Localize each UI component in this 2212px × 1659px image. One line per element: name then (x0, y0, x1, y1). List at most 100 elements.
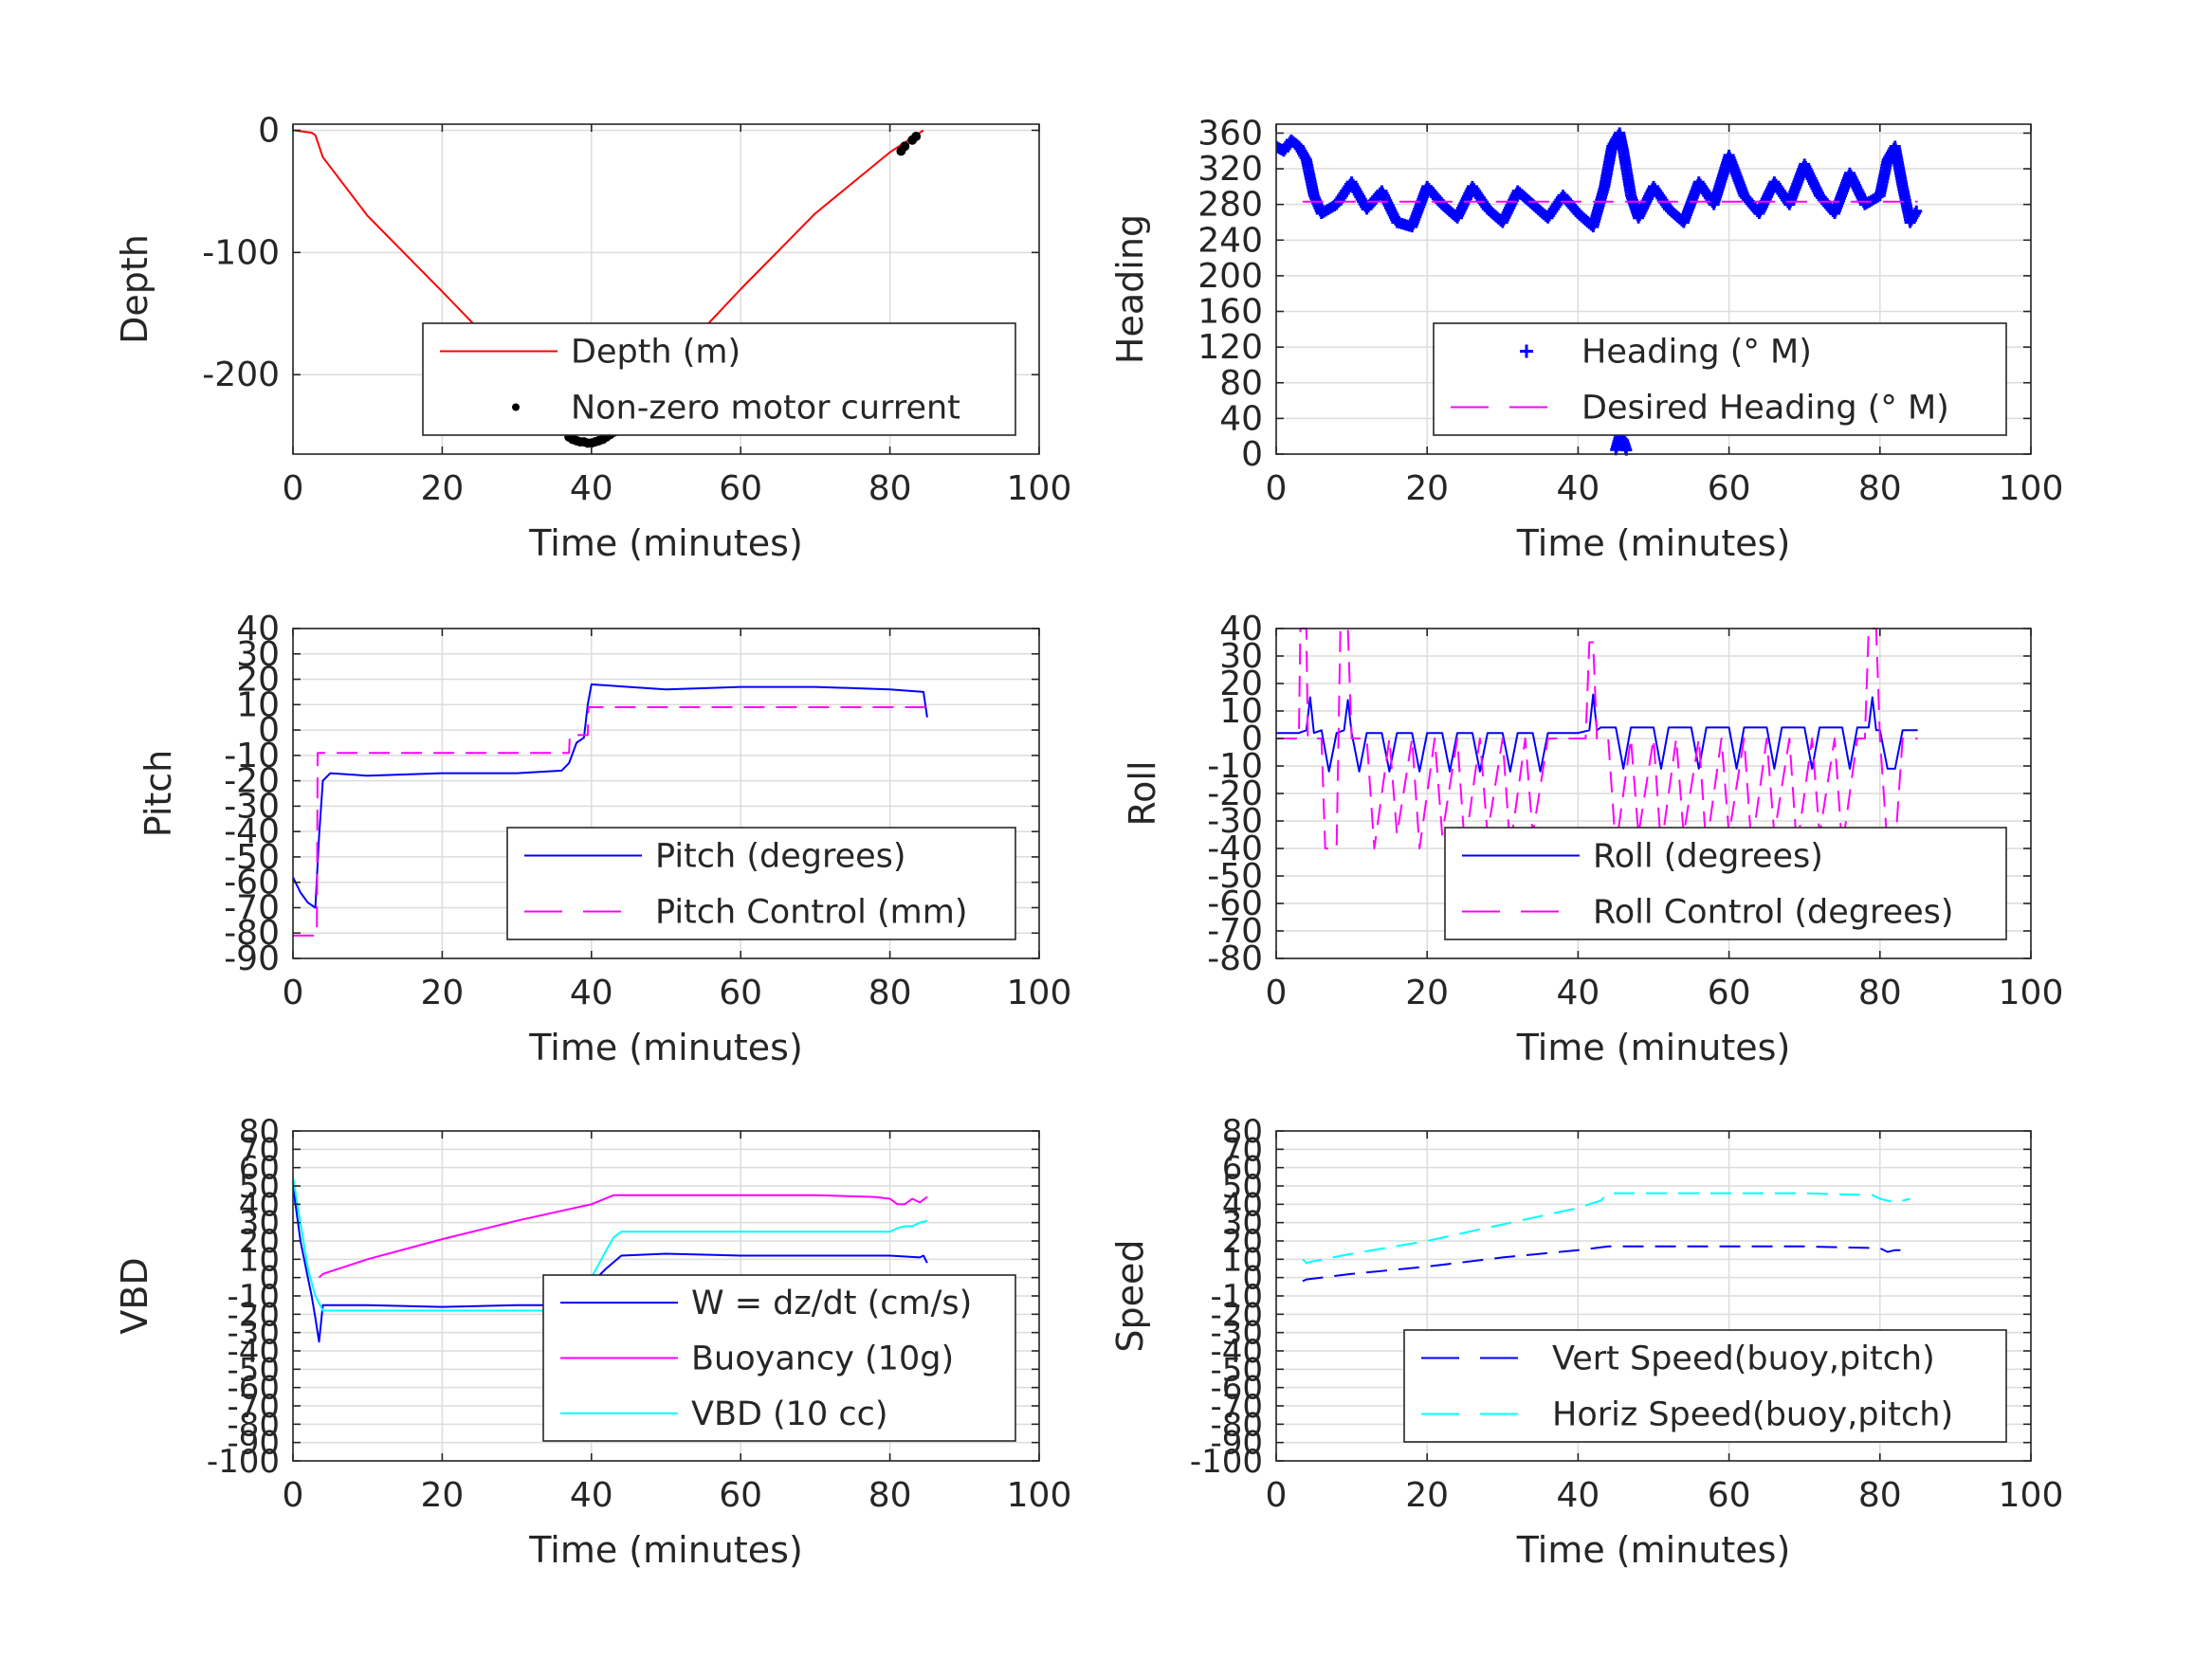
x-tick-label: 20 (1405, 469, 1449, 508)
y-axis-label: Pitch (137, 750, 179, 838)
legend-label: Roll Control (degrees) (1593, 894, 1954, 932)
x-tick-label: 20 (420, 1476, 464, 1515)
y-tick-label: 80 (239, 1113, 280, 1151)
legend: Pitch (degrees) Pitch Control (mm) (506, 827, 1016, 940)
x-tick-label: 40 (570, 974, 613, 1012)
y-tick-label: 50 (239, 1168, 280, 1206)
y-tick-label: 30 (1222, 1205, 1263, 1243)
y-tick-label: 40 (1222, 1186, 1263, 1224)
series-line-3 (293, 1176, 928, 1312)
x-tick-label: 100 (1007, 469, 1072, 508)
y-tick-label: -80 (1210, 1406, 1263, 1444)
y-tick-label: -20 (1207, 775, 1263, 813)
y-tick-label: 320 (1197, 150, 1263, 189)
y-tick-label: -60 (227, 1370, 280, 1408)
x-tick-label: 40 (1556, 469, 1600, 508)
plot-area (1302, 1192, 1910, 1283)
x-tick-label: 60 (1708, 974, 1751, 1012)
y-tick-label: 10 (1222, 1241, 1263, 1279)
y-tick-label: -60 (224, 864, 280, 902)
x-tick-label: 60 (719, 469, 762, 508)
x-tick-label: 100 (1007, 1476, 1072, 1515)
y-tick-label: 120 (1197, 328, 1263, 367)
y-axis-label: Heading (1109, 214, 1151, 364)
x-tick-label: 80 (1858, 469, 1902, 508)
x-tick-label: 100 (1999, 469, 2064, 508)
y-tick-label: -70 (224, 888, 280, 927)
y-axis-label: VBD (114, 1257, 155, 1334)
x-tick-label: 0 (1266, 1476, 1288, 1515)
y-tick-label: 70 (1222, 1131, 1263, 1169)
legend-label: Pitch (degrees) (655, 838, 906, 876)
y-tick-label: -40 (1210, 1333, 1263, 1371)
legend: Depth (m) Non-zero motor current (422, 322, 1016, 436)
y-tick-label: -100 (1190, 1443, 1263, 1481)
legend-label: Heading (° M) (1581, 334, 1812, 372)
y-tick-label: -50 (224, 838, 280, 877)
x-tick-label: 60 (1708, 469, 1751, 508)
y-tick-label: -40 (227, 1333, 280, 1371)
data-point (911, 131, 922, 141)
x-tick-label: 40 (1556, 974, 1600, 1012)
y-tick-label: 30 (1219, 637, 1263, 676)
chart-1: 0 20 40 60 80 100 0 -100 -200 Time (minutes) Depth… (114, 111, 1071, 564)
y-tick-label: -10 (1210, 1278, 1263, 1316)
x-tick-label: 0 (283, 1476, 304, 1515)
y-tick-label: 50 (1222, 1168, 1263, 1206)
legend-box (506, 827, 1016, 940)
x-tick-label: 20 (1405, 974, 1449, 1012)
y-tick-label: -50 (1210, 1351, 1263, 1389)
y-tick-label: -80 (224, 914, 280, 953)
y-tick-label: -30 (1207, 802, 1263, 841)
legend-plus-icon (1520, 344, 1533, 358)
legend-label: Vert Speed(buoy,pitch) (1552, 1340, 1935, 1378)
legend-label: W = dz/dt (cm/s) (691, 1285, 972, 1322)
x-tick-label: 100 (1007, 974, 1072, 1012)
y-tick-label: 160 (1197, 293, 1263, 332)
y-tick-label: 200 (1197, 257, 1263, 296)
chart-6: 0 20 40 60 80 10080706050403020100-10-20-30-4… (1109, 1113, 2063, 1571)
x-tick-label: 80 (868, 974, 912, 1012)
series-line-2 (1302, 1192, 1910, 1265)
y-tick-label: -90 (1210, 1425, 1263, 1463)
series-line-1 (1302, 1245, 1910, 1283)
x-tick-label: 0 (1266, 469, 1288, 508)
legend: W = dz/dt (cm/s) Buoyancy (10g) VBD (10 cc… (542, 1274, 1016, 1442)
plot-area (1276, 628, 1918, 849)
legend-dot-icon (512, 403, 520, 411)
legend-label: Pitch Control (mm) (655, 894, 967, 932)
x-tick-label: 0 (283, 469, 304, 508)
legend-box (1433, 322, 2007, 436)
x-tick-label: 80 (1858, 1476, 1902, 1515)
legend-box (422, 322, 1016, 436)
series-line-2 (318, 1194, 928, 1279)
y-tick-label: 240 (1197, 221, 1263, 260)
axes-frame (292, 123, 1040, 455)
y-tick-label: -20 (224, 762, 280, 801)
y-tick-label: -60 (1207, 884, 1263, 923)
y-tick-label: 280 (1197, 186, 1263, 225)
series-line-1 (1276, 693, 1918, 773)
y-tick-label: 0 (1241, 720, 1263, 758)
x-axis-label: Time (minutes) (1516, 522, 1791, 564)
y-tick-label: -10 (227, 1278, 280, 1316)
y-tick-label: 40 (1219, 399, 1263, 438)
y-tick-label: -90 (227, 1425, 280, 1463)
y-axis-label: Depth (114, 234, 155, 344)
y-tick-label: 10 (1219, 692, 1263, 731)
y-tick-label: 20 (1222, 1223, 1263, 1261)
x-tick-label: 80 (868, 1476, 912, 1515)
x-tick-label: 0 (283, 974, 304, 1012)
y-tick-label: -10 (224, 737, 280, 775)
y-tick-label: -100 (207, 1443, 280, 1481)
y-tick-label: -200 (202, 356, 280, 394)
legend-label: Desired Heading (° M) (1581, 390, 1949, 428)
chart-2: 0 20 40 60 80 10004080120160200240280320360Ti… (1109, 114, 2063, 564)
x-tick-label: 40 (570, 469, 613, 508)
y-tick-label: 10 (239, 1241, 280, 1279)
x-tick-label: 60 (719, 1476, 762, 1515)
legend-box (1444, 827, 2007, 940)
y-tick-label: 20 (236, 661, 280, 700)
legend-label: Non-zero motor current (571, 390, 960, 428)
